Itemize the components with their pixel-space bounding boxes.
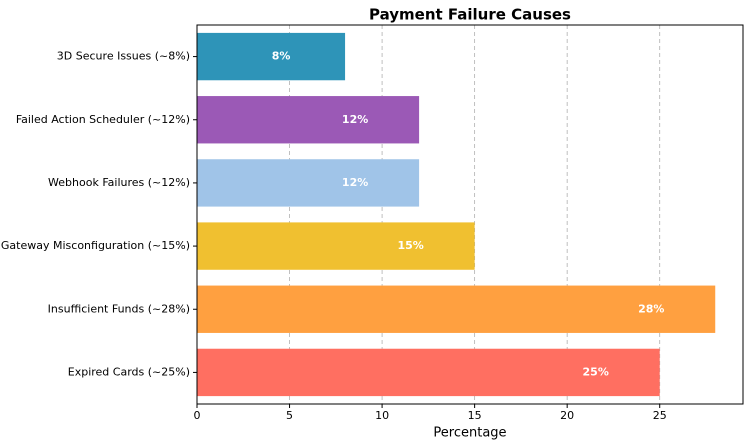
bar — [197, 285, 716, 333]
y-tick-label: Gateway Misconfiguration (~15%) — [1, 239, 190, 252]
bar — [197, 348, 660, 397]
bar — [197, 222, 475, 270]
value-label: 12% — [342, 113, 368, 126]
x-axis-label: Percentage — [433, 426, 506, 441]
bar — [197, 96, 420, 144]
x-tick-label: 10 — [375, 409, 389, 422]
x-tick-label: 0 — [194, 409, 201, 422]
y-tick-label: Webhook Failures (~12%) — [48, 176, 190, 189]
chart-title: Payment Failure Causes — [369, 6, 571, 24]
x-tick-label: 25 — [653, 409, 667, 422]
value-label: 8% — [272, 50, 291, 63]
x-tick-label: 5 — [286, 409, 293, 422]
plot-frame — [196, 24, 744, 405]
bar — [197, 159, 420, 207]
value-label: 28% — [638, 302, 664, 315]
x-tick-label: 15 — [468, 409, 482, 422]
y-tick-label: 3D Secure Issues (~8%) — [57, 50, 190, 63]
y-tick-label: Expired Cards (~25%) — [68, 365, 190, 378]
value-label: 15% — [397, 239, 423, 252]
x-tick-label: 20 — [560, 409, 574, 422]
bar — [197, 32, 346, 81]
y-tick-label: Insufficient Funds (~28%) — [48, 302, 190, 315]
value-label: 25% — [583, 365, 609, 378]
value-label: 12% — [342, 176, 368, 189]
y-tick-label: Failed Action Scheduler (~12%) — [16, 113, 190, 126]
